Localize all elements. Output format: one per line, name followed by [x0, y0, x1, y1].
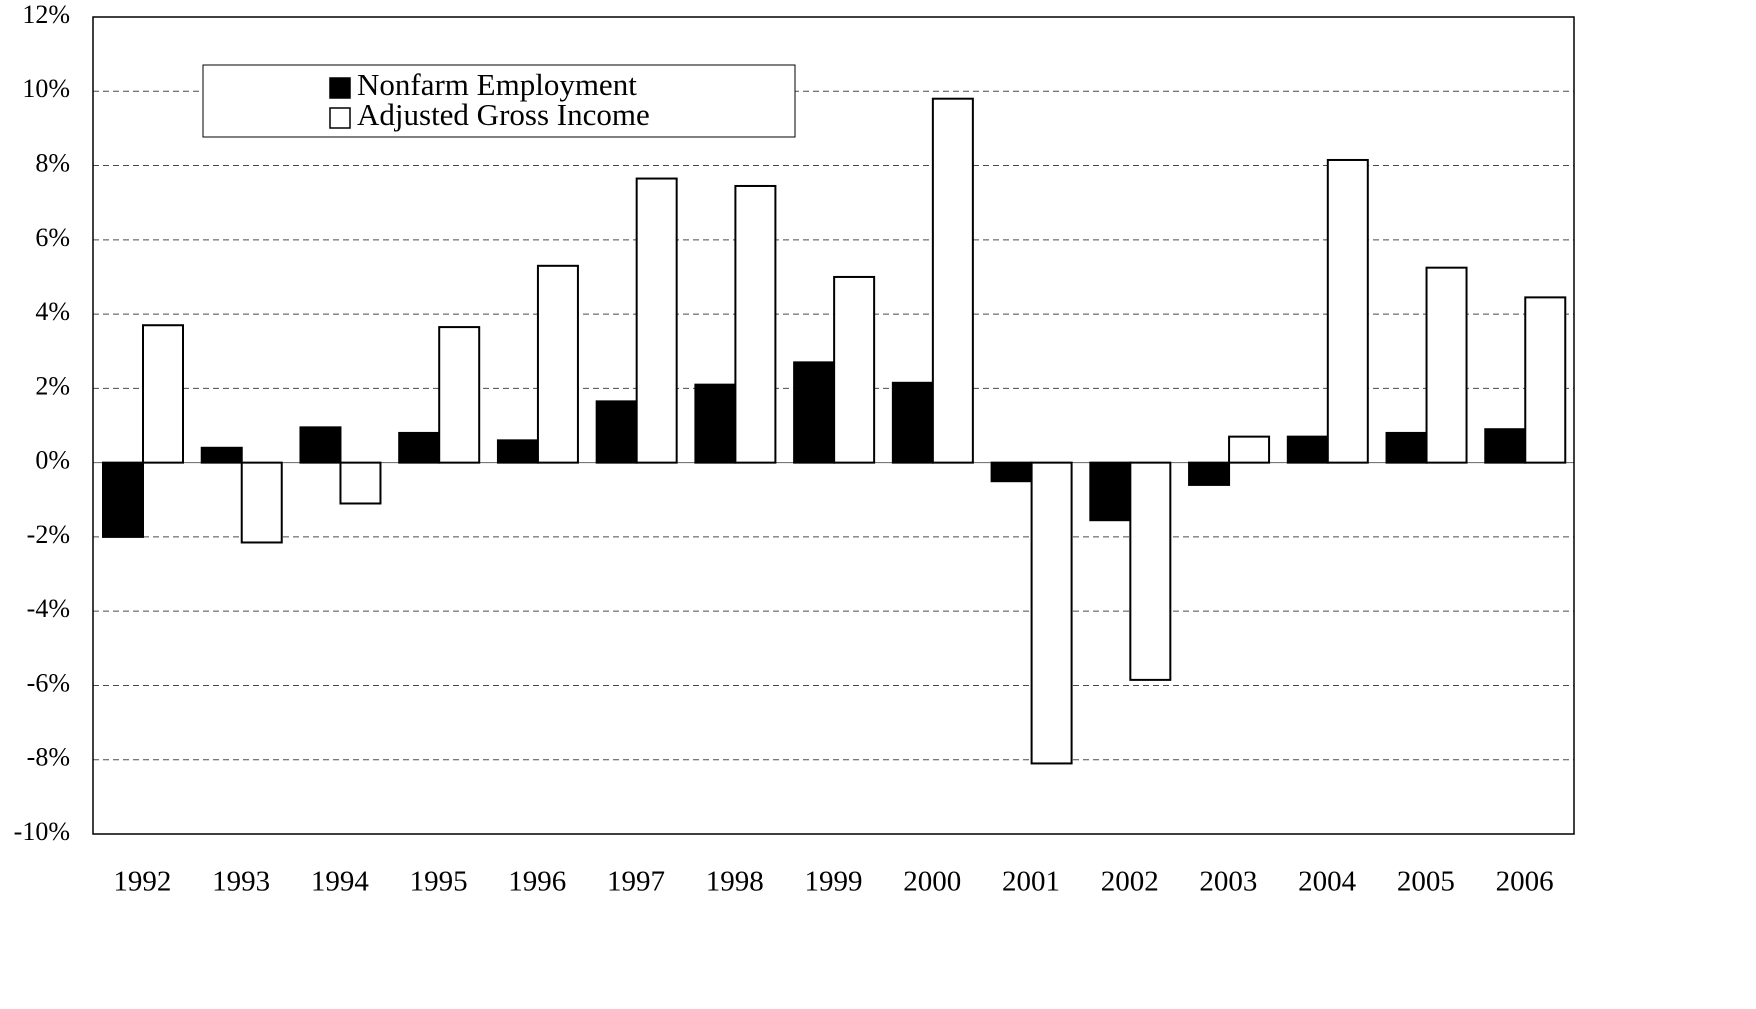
- y-tick-label: -10%: [14, 817, 70, 846]
- bar: [1425, 266, 1468, 464]
- x-tick-label: 1992: [113, 866, 171, 898]
- bar: [398, 431, 441, 464]
- bar: [200, 446, 243, 464]
- bar: [793, 361, 836, 464]
- x-tick-label: 1997: [607, 866, 665, 898]
- bar: [891, 381, 934, 464]
- y-tick-label: -8%: [27, 743, 70, 772]
- x-tick-label: 1998: [706, 866, 764, 898]
- bar: [734, 184, 777, 464]
- bar: [1385, 431, 1428, 464]
- x-tick-label: 2002: [1101, 866, 1159, 898]
- bar: [102, 461, 144, 538]
- bar: [1524, 296, 1567, 464]
- bar: [1286, 435, 1329, 464]
- bar: [536, 264, 579, 464]
- bar: [1228, 435, 1271, 464]
- x-tick-label: 2006: [1496, 866, 1554, 898]
- bar: [595, 400, 638, 464]
- bar: [1030, 461, 1073, 765]
- legend-swatch: [329, 107, 351, 129]
- x-tick-label: 2003: [1199, 866, 1257, 898]
- bar: [142, 324, 184, 464]
- x-tick-label: 1994: [311, 866, 370, 898]
- bar: [833, 275, 876, 464]
- y-tick-label: 8%: [35, 149, 70, 178]
- bar: [240, 461, 283, 544]
- bar: [1484, 428, 1527, 464]
- x-tick-label: 2005: [1397, 866, 1455, 898]
- x-tick-label: 2001: [1002, 866, 1060, 898]
- bar: [1326, 158, 1369, 464]
- bar: [635, 177, 678, 464]
- x-tick-label: 1995: [410, 866, 468, 898]
- y-tick-label: 4%: [35, 297, 70, 326]
- x-tick-label: 1993: [212, 866, 270, 898]
- y-tick-label: 0%: [35, 446, 70, 475]
- bar: [694, 383, 737, 464]
- y-tick-label: -6%: [27, 668, 70, 697]
- x-tick-label: 2004: [1298, 866, 1357, 898]
- bar: [1188, 461, 1231, 486]
- legend-box: [202, 64, 796, 138]
- bar: [931, 97, 974, 464]
- bar: [990, 461, 1033, 483]
- bar: [1089, 461, 1132, 522]
- y-tick-label: -4%: [27, 594, 70, 623]
- bar: [339, 461, 382, 505]
- y-tick-label: 2%: [35, 371, 70, 400]
- legend-swatch: [329, 77, 351, 99]
- x-tick-label: 2000: [903, 866, 961, 898]
- y-tick-label: 12%: [22, 0, 70, 29]
- x-tick-label: 1999: [805, 866, 863, 898]
- y-tick-label: 6%: [35, 223, 70, 252]
- legend-label: Adjusted Gross Income: [357, 97, 650, 132]
- bar: [438, 326, 481, 464]
- y-tick-label: -2%: [27, 520, 70, 549]
- plot-frame: [92, 16, 1575, 835]
- bar: [496, 439, 539, 464]
- bar: [1129, 461, 1172, 681]
- bar: [299, 426, 342, 464]
- y-tick-label: 10%: [22, 74, 70, 103]
- x-tick-label: 1996: [508, 866, 566, 898]
- legend-label: Nonfarm Employment: [357, 67, 637, 102]
